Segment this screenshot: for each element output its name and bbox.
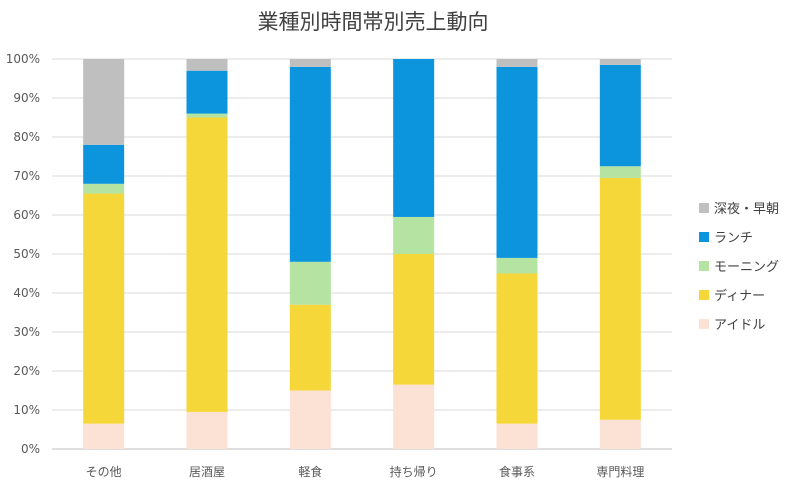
x-axis-tick-labels: その他 居酒屋 軽食 持ち帰り 食事系 専門料理 — [86, 464, 645, 479]
bar-segment — [289, 59, 331, 67]
y-tick-label: 60% — [13, 208, 40, 222]
x-tick-label: 持ち帰り — [390, 464, 438, 479]
legend-swatch — [699, 319, 709, 329]
y-tick-label: 0% — [21, 442, 40, 456]
y-tick-label: 20% — [13, 364, 40, 378]
bar-segment — [496, 59, 538, 67]
bar-segment — [83, 423, 125, 449]
legend-swatch — [699, 290, 709, 300]
y-tick-label: 90% — [13, 91, 40, 105]
y-tick-label: 40% — [13, 286, 40, 300]
bars — [83, 59, 641, 449]
bar-segment — [83, 59, 125, 145]
bar-segment — [186, 59, 228, 71]
bar-segment — [186, 113, 228, 118]
chart-title: 業種別時間帯別売上動向 — [258, 10, 489, 34]
y-tick-label: 80% — [13, 130, 40, 144]
bar-segment — [496, 423, 538, 449]
bar-segment — [83, 144, 125, 184]
legend-label: アイドル — [714, 318, 765, 333]
legend-label: ディナー — [714, 288, 765, 304]
y-tick-label: 70% — [13, 169, 40, 183]
bar-segment — [496, 66, 538, 258]
bar-segment — [393, 254, 435, 385]
bar-segment — [496, 273, 538, 424]
y-axis-tick-labels: 0% 10% 20% 30% 40% 50% 60% 70% 80% 90% 100% — [6, 52, 40, 456]
x-tick-label: 居酒屋 — [189, 465, 225, 479]
bar-segment — [496, 257, 538, 274]
gridlines — [52, 58, 672, 450]
x-tick-label: 食事系 — [499, 464, 535, 479]
legend-label: 深夜・早朝 — [714, 202, 779, 217]
bar-segment — [599, 59, 641, 65]
legend-label: ランチ — [714, 231, 753, 246]
bar-segment — [186, 117, 228, 412]
bar-segment — [289, 261, 331, 305]
legend-label: モーニング — [714, 260, 779, 275]
bar-segment — [599, 166, 641, 178]
legend-swatch — [699, 261, 709, 271]
y-tick-label: 100% — [6, 52, 40, 66]
y-tick-label: 30% — [13, 325, 40, 339]
legend-swatch — [699, 232, 709, 242]
y-tick-label: 50% — [13, 247, 40, 261]
bar-segment — [599, 419, 641, 449]
y-tick-label: 10% — [13, 403, 40, 417]
x-tick-label: 軽食 — [298, 464, 322, 479]
bar-segment — [289, 66, 331, 262]
bar-segment — [599, 177, 641, 420]
bar-segment — [393, 216, 435, 254]
x-tick-label: 専門料理 — [596, 465, 644, 479]
bar-segment — [186, 70, 228, 114]
bar-segment — [599, 64, 641, 167]
bar-segment — [289, 304, 331, 391]
bar-segment — [83, 193, 125, 424]
x-tick-label: その他 — [86, 465, 122, 479]
legend-swatch — [699, 203, 709, 213]
bar-segment — [186, 411, 228, 449]
bar-segment — [393, 59, 435, 217]
bar-segment — [83, 183, 125, 194]
bar-segment — [289, 390, 331, 449]
bar-segment — [393, 384, 435, 449]
